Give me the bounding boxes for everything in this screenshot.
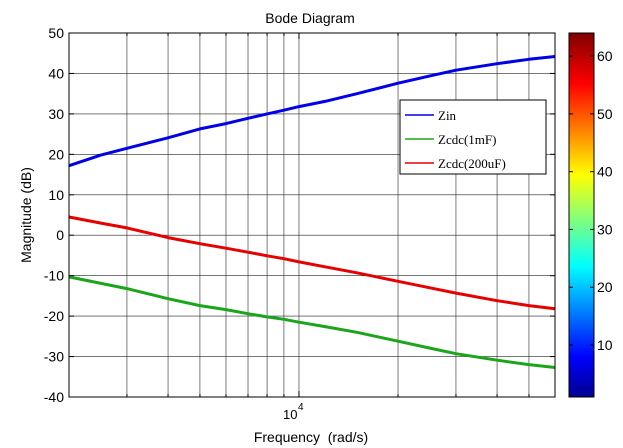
colorbar-tick-label: 20 bbox=[597, 279, 613, 295]
colorbar-tick-label: 60 bbox=[597, 48, 613, 64]
colorbar-gradient bbox=[569, 33, 594, 397]
legend-label: Zcdc(1mF) bbox=[438, 132, 496, 147]
chart-title: Bode Diagram bbox=[265, 10, 355, 26]
y-tick-label: 40 bbox=[48, 65, 64, 81]
legend: Zin Zcdc(1mF) Zcdc(200uF) bbox=[399, 99, 547, 175]
colorbar-tick-label: 10 bbox=[597, 337, 613, 353]
colorbar: 10 20 30 40 50 60 bbox=[568, 32, 613, 398]
axes-border bbox=[68, 32, 556, 398]
y-tick-label: 20 bbox=[48, 146, 64, 162]
y-tick-label: 0 bbox=[56, 227, 64, 243]
legend-label: Zcdc(200uF) bbox=[438, 156, 506, 171]
y-tick-label: 10 bbox=[48, 187, 64, 203]
series-line-zcdc-1mf bbox=[68, 275, 556, 369]
y-axis-label: Magnitude (dB) bbox=[18, 167, 34, 263]
x-tick-label-base: 10 bbox=[283, 407, 297, 422]
x-axis-label: Frequency (rad/s) bbox=[254, 429, 368, 445]
x-tick-label: 10 4 bbox=[283, 402, 304, 422]
y-tick-label: -30 bbox=[44, 349, 64, 365]
axes-background bbox=[69, 33, 555, 397]
colorbar-tick-label: 30 bbox=[597, 221, 613, 237]
y-tick-label: -40 bbox=[44, 389, 64, 405]
colorbar-tick-label: 40 bbox=[597, 164, 613, 180]
y-tick-label: -20 bbox=[44, 308, 64, 324]
legend-label: Zin bbox=[438, 108, 457, 123]
tick-marks bbox=[69, 32, 555, 398]
y-tick-label: 30 bbox=[48, 106, 64, 122]
y-tick-label: 50 bbox=[48, 25, 64, 41]
y-tick-labels: -40 -30 -20 -10 0 10 20 30 40 50 bbox=[44, 25, 64, 405]
colorbar-tick-label: 50 bbox=[597, 106, 613, 122]
y-tick-label: -10 bbox=[44, 268, 64, 284]
series-line-zin bbox=[68, 55, 556, 168]
colorbar-ticks: 10 20 30 40 50 60 bbox=[569, 48, 613, 353]
plot-area bbox=[68, 32, 556, 398]
x-tick-label-exponent: 4 bbox=[298, 402, 304, 413]
series-lines bbox=[68, 55, 556, 369]
colorbar-border bbox=[568, 32, 595, 398]
series-line-zcdc-200uf bbox=[68, 215, 556, 311]
legend-box bbox=[399, 99, 547, 175]
